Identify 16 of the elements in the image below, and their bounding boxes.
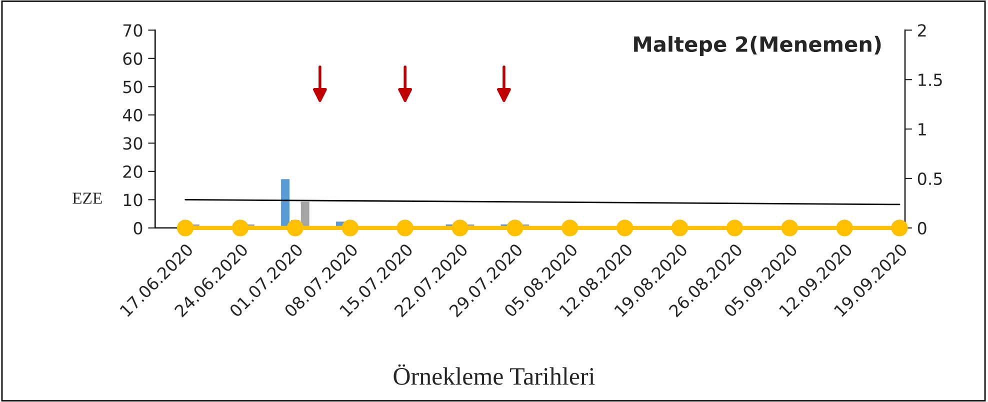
y2-tick-label: 0 [918, 222, 926, 235]
y-tick-label: 60 [123, 52, 142, 65]
y-tick-label: 30 [123, 137, 142, 150]
y-tick-label: 20 [123, 165, 142, 178]
text: EZE [72, 192, 102, 204]
y-tick-label: 70 [123, 24, 142, 37]
chart-title: Maltepe 2(Menemen) [634, 36, 881, 56]
y-tick-label: 0 [134, 222, 142, 235]
y-tick-label: 50 [123, 80, 142, 94]
y2-tick-label: 1.5 [918, 74, 942, 86]
y-tick-label: 10 [124, 194, 142, 206]
y2-tick-label: 2 [918, 24, 926, 36]
y2-tick-label: 0.5 [918, 172, 942, 186]
y2-tick-label: 1 [918, 123, 926, 136]
y-tick-label: 40 [122, 108, 142, 122]
x-axis-title: Örnekleme Tarihleri [394, 364, 595, 385]
